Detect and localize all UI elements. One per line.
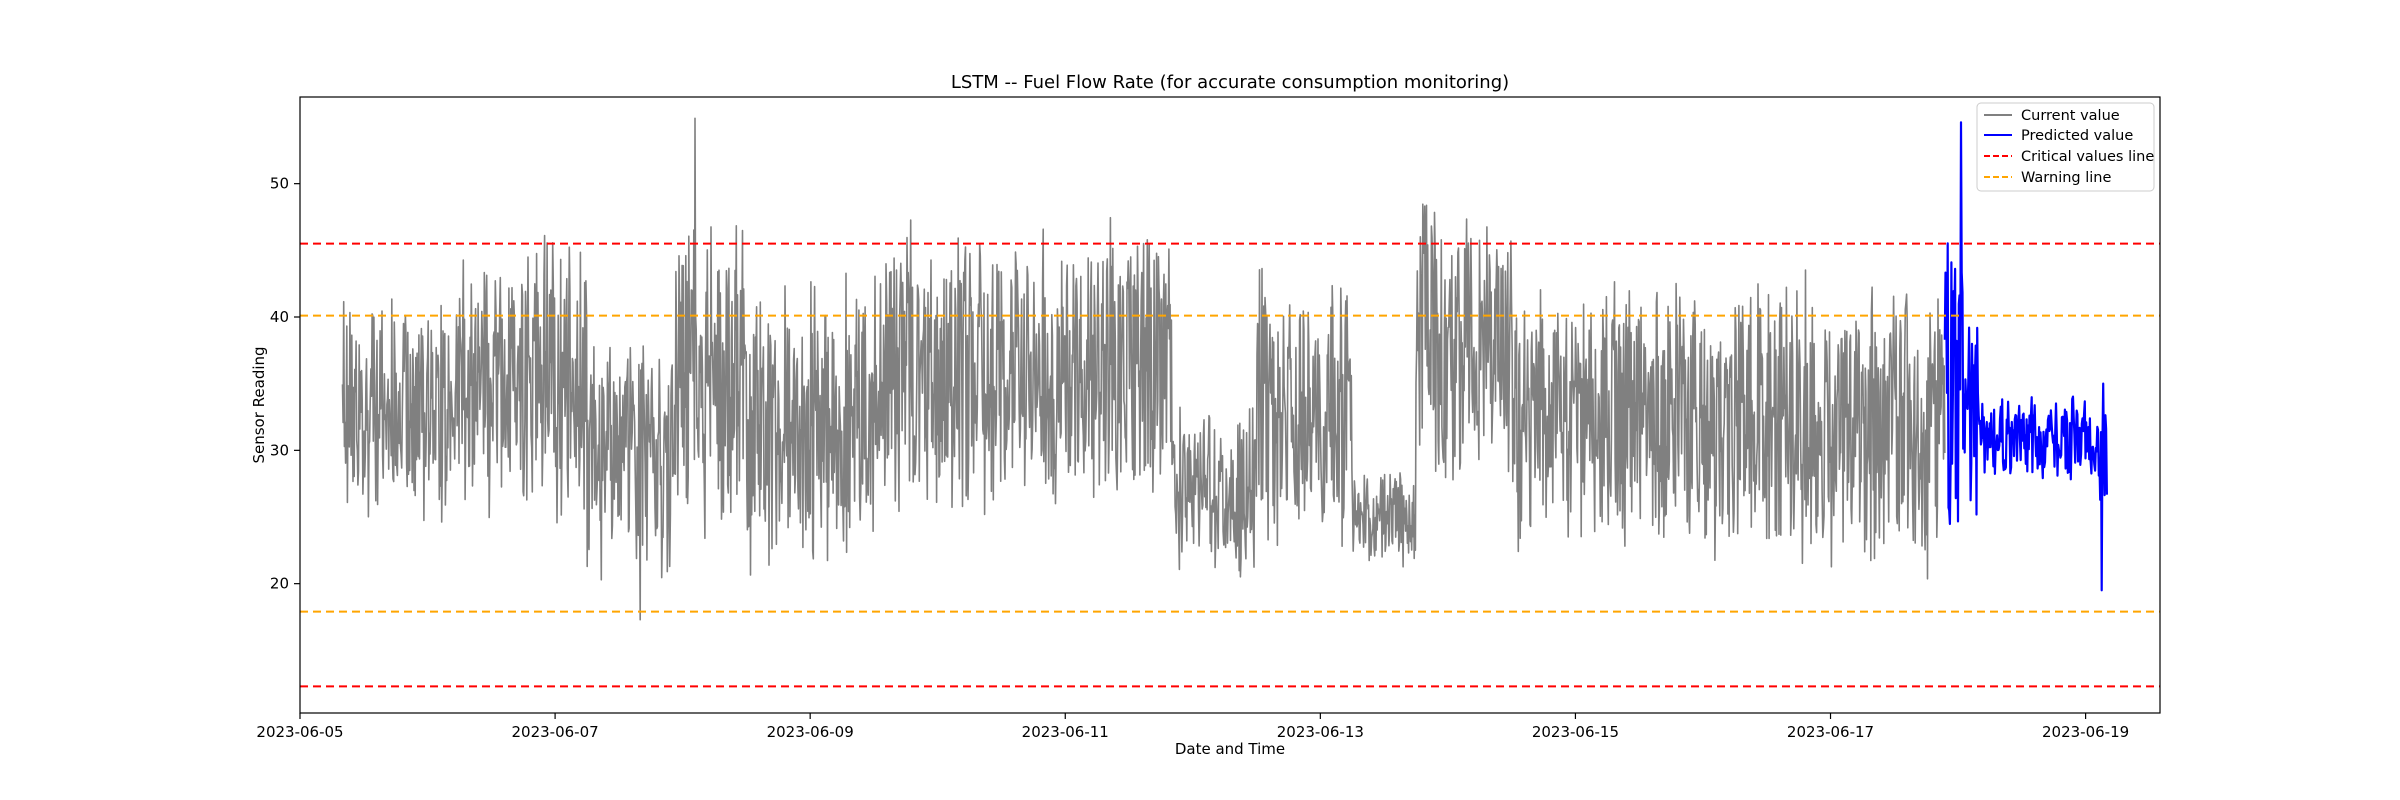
chart-title: LSTM -- Fuel Flow Rate (for accurate con…	[951, 72, 1509, 93]
legend-label-predicted-value: Predicted value	[2021, 128, 2133, 144]
y-axis-ticks: 20 30 40 50	[270, 175, 300, 593]
y-axis-label: Sensor Reading	[250, 346, 268, 463]
x-axis-ticks: 2023-06-05 2023-06-07 2023-06-09 2023-06-11…	[256, 713, 2129, 741]
x-tick-label: 2023-06-07	[511, 723, 598, 741]
plot-area-frame	[299, 96, 2161, 714]
x-tick-label: 2023-06-17	[1787, 723, 1874, 741]
legend-label-critical-line: Critical values line	[2021, 149, 2154, 165]
x-tick-label: 2023-06-09	[767, 723, 854, 741]
reference-lines	[300, 242, 2160, 688]
series-line-current-value	[341, 117, 1946, 621]
series-layer	[341, 117, 2108, 621]
x-axis-label: Date and Time	[1175, 740, 1285, 758]
y-tick-label: 20	[270, 575, 289, 593]
y-tick-label: 50	[270, 175, 289, 193]
series-line-predicted-value	[1943, 121, 2108, 592]
x-tick-label: 2023-06-11	[1022, 723, 1109, 741]
x-tick-label: 2023-06-13	[1277, 723, 1364, 741]
x-tick-label: 2023-06-05	[256, 723, 343, 741]
x-tick-label: 2023-06-19	[2042, 723, 2129, 741]
y-tick-label: 40	[270, 308, 289, 326]
x-tick-label: 2023-06-15	[1532, 723, 1619, 741]
legend-label-warning-line: Warning line	[2021, 170, 2111, 186]
legend-box	[1976, 102, 2155, 192]
legend: Current value Predicted value Critical v…	[1976, 102, 2155, 192]
y-tick-label: 30	[270, 441, 289, 459]
legend-label-current-value: Current value	[2021, 108, 2120, 124]
